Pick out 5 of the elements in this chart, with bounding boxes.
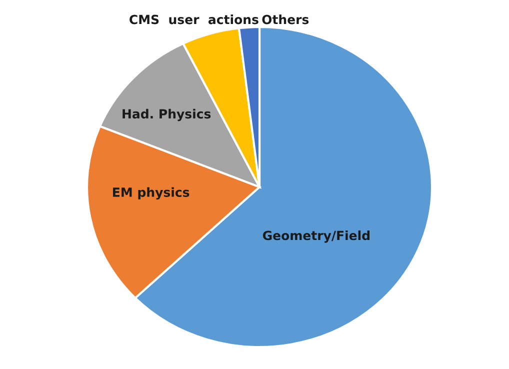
slice-label: CMS user actions [130,14,258,24]
slice-label: Had. Physics [122,108,211,122]
slice-label: Others [262,14,309,24]
slice-label: Geometry/Field [262,230,370,243]
slice-label: EM physics [113,187,190,200]
